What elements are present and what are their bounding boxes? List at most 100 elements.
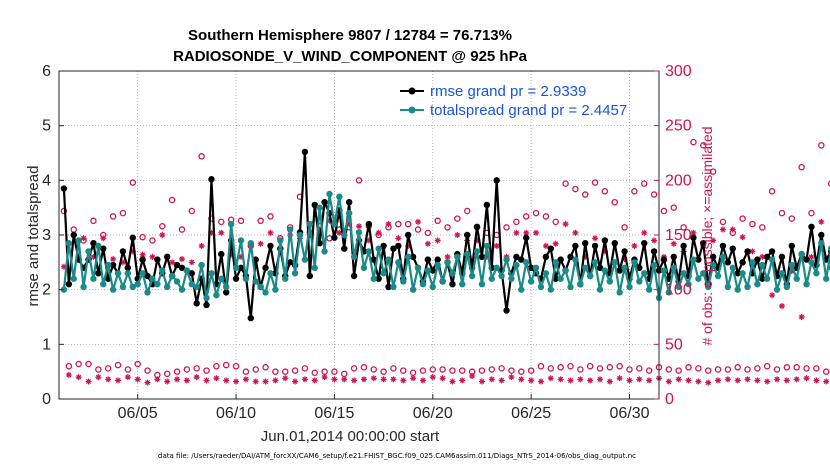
obs-assimilated-stroke [194, 374, 200, 380]
obs-possible-point [675, 367, 682, 374]
obs-assimilated-point [218, 229, 225, 236]
totalspread-point [282, 275, 289, 282]
rmse-point [621, 248, 628, 255]
obs-possible-point [532, 209, 540, 217]
totalspread-point [306, 220, 314, 228]
obs-assimilated-point [572, 229, 579, 236]
obs-possible-point [714, 366, 722, 373]
rmse-point [547, 245, 555, 252]
rmse-point [154, 256, 161, 263]
obs-possible-point [547, 365, 555, 372]
totalspread-point [404, 253, 412, 261]
obs-possible-point [104, 365, 112, 372]
obs-assimilated-point [793, 376, 800, 383]
obs-assimilated-point [636, 376, 643, 383]
obs-assimilated-stroke [459, 377, 465, 383]
obs-possible-point [213, 362, 220, 370]
obs-assimilated-stroke [710, 237, 716, 243]
obs-assimilated-point [380, 376, 387, 383]
obs-assimilated-stroke [390, 376, 396, 382]
obs-assimilated-stroke [538, 378, 544, 385]
totalspread-point [818, 240, 825, 247]
obs-assimilated-point [311, 377, 318, 384]
obs-assimilated-point [154, 376, 161, 383]
totalspread-point [350, 253, 358, 261]
obs-possible-point [498, 365, 505, 372]
rmse-point [139, 256, 146, 263]
obs-assimilated-point [292, 378, 299, 385]
totalspread-point [237, 237, 245, 244]
totalspread-point [473, 248, 481, 255]
rmse-point [680, 242, 687, 250]
obs-possible-point [350, 365, 358, 372]
obs-assimilated-stroke [558, 376, 564, 382]
totalspread-point [449, 270, 456, 277]
obs-assimilated-stroke [553, 241, 559, 247]
totalspread-point [601, 267, 609, 274]
totalspread-point [262, 289, 269, 296]
obs-assimilated-point [419, 377, 426, 384]
obs-assimilated-stroke [577, 376, 583, 382]
obs-assimilated-stroke [690, 230, 696, 236]
obs-assimilated-point [439, 375, 446, 382]
totalspread-point [168, 272, 176, 280]
totalspread-point [218, 275, 225, 282]
obs-assimilated-point [75, 374, 82, 381]
obs-assimilated-point [400, 377, 407, 384]
y-tick-label-left: 3 [42, 227, 51, 244]
totalspread-point [827, 245, 830, 252]
obs-assimilated-stroke [371, 375, 377, 381]
rmse-point [567, 253, 574, 261]
obs-assimilated-stroke [145, 380, 151, 386]
rmse-point [306, 272, 314, 280]
obs-possible-point [281, 368, 289, 375]
obs-possible-point [567, 362, 574, 370]
legend-marker-totalspread [408, 106, 416, 114]
totalspread-point [355, 229, 363, 236]
obs-assimilated-stroke [110, 256, 116, 262]
totalspread-point [690, 256, 697, 263]
rmse-point [754, 256, 761, 263]
grid-lines [59, 71, 659, 399]
obs-assimilated-point [670, 240, 677, 247]
obs-assimilated-point [493, 242, 500, 249]
totalspread-point [537, 283, 545, 291]
totalspread-point [90, 275, 97, 282]
obs-assimilated-point [252, 378, 259, 385]
rmse-point [365, 220, 373, 228]
totalspread-point [562, 267, 569, 274]
obs-assimilated-stroke [179, 256, 185, 262]
obs-assimilated-point [606, 378, 613, 385]
obs-assimilated-stroke [626, 377, 633, 383]
rmse-point [60, 185, 68, 192]
obs-assimilated-point [169, 259, 176, 266]
obs-assimilated-point [651, 237, 658, 244]
obs-possible-point [291, 367, 299, 374]
obs-assimilated-stroke [282, 375, 288, 381]
obs-assimilated-point [429, 374, 436, 381]
obs-possible-point [798, 163, 805, 171]
chart-title-line1: Southern Hemisphere 9807 / 12784 = 76.71… [188, 27, 512, 44]
obs-assimilated-point [562, 221, 569, 228]
totalspread-point [390, 283, 397, 291]
totalspread-point [223, 283, 230, 291]
obs-assimilated-point [341, 376, 348, 383]
obs-assimilated-point [488, 376, 495, 383]
obs-assimilated-stroke [223, 377, 229, 383]
obs-assimilated-point [513, 229, 520, 236]
obs-assimilated-stroke [430, 374, 436, 380]
rmse-point [778, 253, 786, 261]
obs-assimilated-stroke [607, 378, 613, 385]
obs-possible-point [424, 229, 432, 237]
obs-possible-point [768, 188, 776, 195]
totalspread-point [660, 267, 668, 274]
obs-assimilated-stroke [685, 377, 692, 383]
obs-assimilated-point [587, 377, 594, 384]
totalspread-point [645, 286, 653, 293]
obs-assimilated-stroke [435, 237, 441, 243]
rmse-point [341, 245, 348, 252]
totalspread-point [104, 261, 112, 269]
totalspread-point [798, 250, 805, 258]
totalspread-point [567, 283, 574, 291]
totalspread-point [252, 278, 259, 285]
